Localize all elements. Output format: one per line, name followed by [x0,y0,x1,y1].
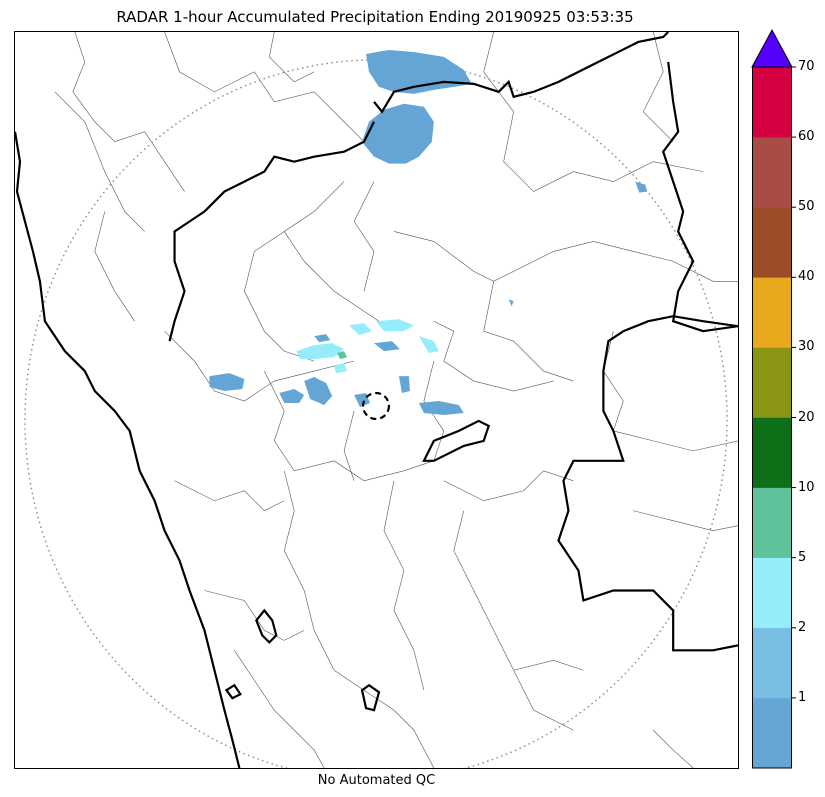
colorbar-bin [752,487,792,558]
colorbar-tick-label: 40 [798,269,815,285]
colorbar [751,28,796,770]
colorbar-bin [752,697,792,769]
colorbar-bin [752,627,792,699]
chart-title: RADAR 1-hour Accumulated Precipitation E… [116,8,634,26]
colorbar-tick-label: 1 [798,689,807,705]
precipitation-echoes [209,49,648,415]
colorbar-extend-triangle [751,28,793,68]
district-boundaries [54,32,738,768]
colorbar-frame [752,66,792,769]
colorbar-tick-label: 30 [798,339,815,355]
colorbar-tick-label: 50 [798,199,815,215]
colorbar-tick-label: 5 [798,549,807,565]
colorbar-bin [752,417,792,488]
colorbar-tick-label: 10 [798,479,815,495]
colorbar-bin [752,347,792,418]
colorbar-tick-label: 60 [798,129,815,145]
radar-site-marker [361,391,391,421]
colorbar-bin [752,67,792,138]
state-boundaries [15,32,738,768]
radar-map [14,31,739,769]
colorbar-bin [752,557,792,629]
colorbar-bin [752,277,792,348]
colorbar-tick-label: 20 [798,409,815,425]
colorbar-bin [752,207,792,278]
colorbar-tick-label: 70 [798,59,815,74]
qc-note: No Automated QC [317,773,436,788]
colorbar-tick-label: 2 [798,619,807,635]
range-ring [24,59,728,768]
colorbar-bin [752,137,792,208]
